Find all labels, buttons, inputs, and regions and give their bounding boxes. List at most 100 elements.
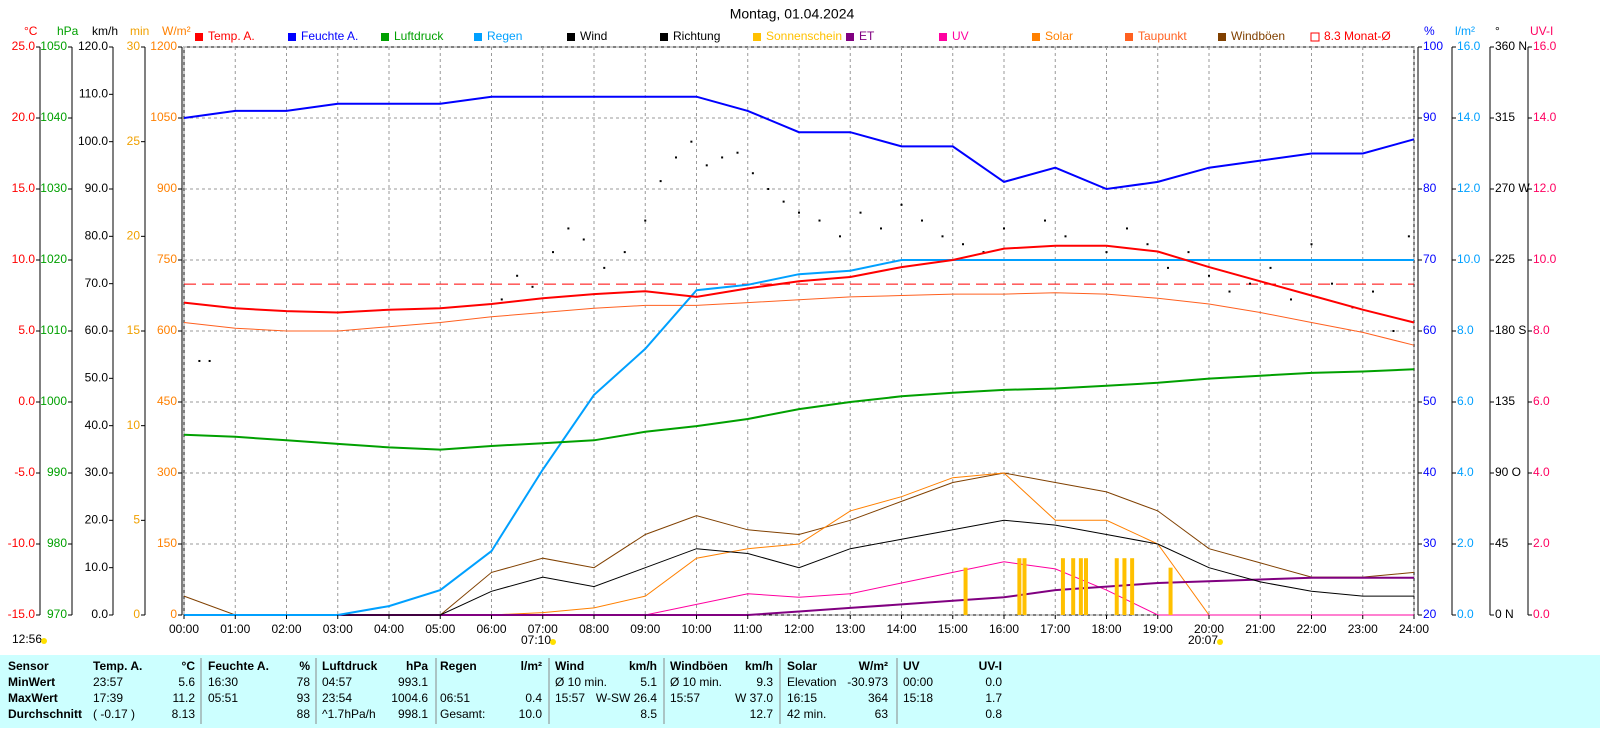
series-line [183, 368, 1415, 451]
direction-point [736, 151, 739, 154]
table-header: hPa [406, 659, 428, 673]
time-annotation: 12:56 [12, 632, 42, 646]
direction-point [1208, 274, 1210, 277]
table-header: Regen [440, 659, 477, 673]
y-tick-label: 60 [1423, 323, 1437, 337]
y-tick-label: 6.0 [1457, 394, 1474, 408]
y-tick-label: 315 [1495, 110, 1515, 124]
y-tick-label: 100.0 [78, 134, 108, 148]
y-tick-label: 1200 [150, 39, 177, 53]
y-tick-label: 25 [127, 134, 141, 148]
y-tick-label: 1000 [40, 394, 67, 408]
direction-point [1167, 266, 1169, 269]
y-tick-label: 900 [157, 181, 177, 195]
direction-point [567, 227, 570, 230]
y-tick-label: 750 [157, 252, 177, 266]
direction-point [675, 156, 677, 159]
direction-point [1126, 227, 1128, 230]
legend-label: ET [859, 29, 875, 43]
table-header: Windböen [670, 659, 728, 673]
table-header: UV-I [979, 659, 1002, 673]
direction-point [1310, 243, 1313, 246]
sunshine-bar [1122, 558, 1127, 615]
direction-point [659, 180, 662, 183]
table-cell: 10.0 [519, 707, 543, 721]
y-tick-label: 20.0 [85, 513, 109, 527]
y-tick-label: 1010 [40, 323, 67, 337]
direction-point [1392, 330, 1395, 332]
table-cell: 364 [868, 691, 888, 705]
direction-point [962, 243, 964, 246]
table-cell: 93 [297, 691, 311, 705]
y-tick-label: 1040 [40, 110, 67, 124]
legend-swatch [846, 33, 854, 41]
x-tick-label: 15:00 [938, 622, 968, 636]
y-tick-label: 90.0 [85, 181, 109, 195]
legend-swatch [939, 33, 947, 41]
direction-point [818, 219, 821, 222]
direction-point [705, 164, 708, 167]
legend-label: Wind [580, 29, 607, 43]
y-tick-label: 4.0 [1533, 465, 1550, 479]
legend-swatch [753, 33, 761, 41]
direction-point [1003, 227, 1005, 230]
direction-point [1044, 219, 1046, 222]
table-header: Sensor [8, 659, 49, 673]
stats-table: Sensor Temp. A. °C Feuchte A.% Luftdruck hPa R… [8, 658, 1002, 724]
direction-point [1146, 243, 1149, 246]
y-axis-unit: min [130, 24, 149, 38]
y-tick-label: 20 [1423, 607, 1437, 621]
series-line [183, 95, 1415, 191]
direction-point [982, 251, 985, 254]
table-cell: -30.973 [847, 675, 888, 689]
y-tick-label: 270 W [1495, 181, 1530, 195]
y-tick-label: 50 [1423, 394, 1437, 408]
legend-swatch [660, 33, 668, 41]
y-tick-label: 14.0 [1457, 110, 1481, 124]
y-tick-label: 70 [1423, 252, 1437, 266]
legend-swatch [567, 33, 575, 41]
table-cell: 12.7 [750, 707, 774, 721]
y-tick-label: 225 [1495, 252, 1515, 266]
table-cell: 5.1 [640, 675, 657, 689]
table-cell: 16:15 [787, 691, 817, 705]
y-tick-label: 15 [127, 323, 141, 337]
table-cell: Ø 10 min. [670, 675, 722, 689]
legend-swatch [381, 33, 389, 41]
table-header: Feuchte A. [208, 659, 269, 673]
y-axis-unit: UV-I [1530, 24, 1553, 38]
x-tick-label: 22:00 [1296, 622, 1326, 636]
row-label: Durchschnitt [8, 707, 82, 721]
y-tick-label: 2.0 [1533, 536, 1550, 550]
legend-label: Luftdruck [394, 29, 444, 43]
table-cell: Gesamt: [440, 707, 485, 721]
y-tick-label: 40 [1423, 465, 1437, 479]
table-header: °C [182, 659, 196, 673]
y-tick-label: 10 [127, 418, 141, 432]
x-tick-label: 08:00 [579, 622, 609, 636]
table-cell: 15:57 [555, 691, 585, 705]
y-tick-label: 150 [157, 536, 177, 550]
y-tick-label: 0.0 [91, 607, 108, 621]
table-cell: 0.8 [985, 707, 1002, 721]
direction-point [1228, 290, 1231, 293]
direction-point [921, 219, 923, 222]
y-tick-label: 0 N [1495, 607, 1514, 621]
sunshine-bar [1168, 567, 1173, 615]
table-cell: 04:57 [322, 675, 352, 689]
y-tick-label: 180 S [1495, 323, 1526, 337]
direction-point [1249, 282, 1251, 285]
direction-point [767, 188, 770, 190]
table-cell: W-SW 26.4 [596, 691, 657, 705]
y-tick-label: 20.0 [12, 110, 36, 124]
table-cell: W 37.0 [735, 691, 773, 705]
table-header: Wind [555, 659, 584, 673]
y-tick-label: 0 [170, 607, 177, 621]
y-tick-label: 10.0 [12, 252, 36, 266]
series-line [184, 259, 1414, 616]
direction-point [1064, 235, 1067, 238]
y-tick-label: 990 [47, 465, 67, 479]
x-tick-label: 01:00 [220, 622, 250, 636]
table-header: km/h [745, 659, 773, 673]
y-tick-label: 5 [133, 513, 140, 527]
